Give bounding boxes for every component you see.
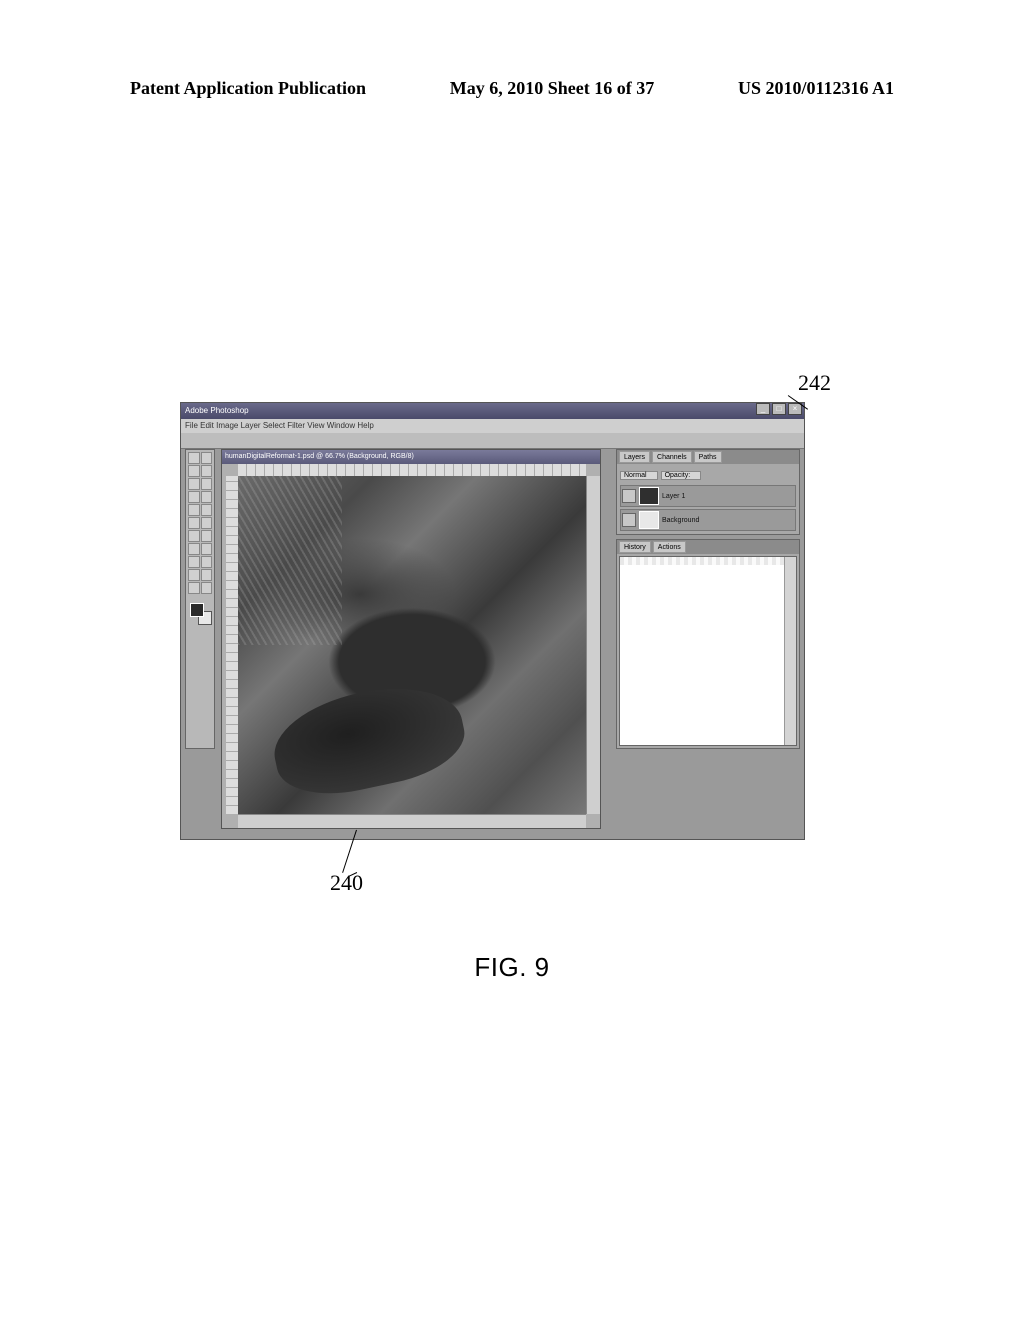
blend-mode-select[interactable]: Normal (620, 471, 658, 480)
maximize-button[interactable]: □ (772, 403, 786, 415)
tool-path[interactable] (188, 543, 200, 555)
tool-zoom[interactable] (201, 582, 213, 594)
tool-notes[interactable] (188, 569, 200, 581)
tool-heal[interactable] (188, 491, 200, 503)
tool-lasso[interactable] (188, 465, 200, 477)
layer-row[interactable]: Layer 1 (620, 485, 796, 507)
photoshop-window: Adobe Photoshop _ □ × File Edit Image La… (180, 402, 805, 840)
tool-dodge[interactable] (201, 530, 213, 542)
window-controls: _ □ × (756, 403, 804, 419)
title-bar[interactable]: Adobe Photoshop _ □ × (181, 403, 804, 419)
options-bar[interactable] (181, 433, 804, 449)
tab-history[interactable]: History (619, 541, 651, 553)
app-title: Adobe Photoshop (185, 403, 249, 419)
tool-wand[interactable] (201, 465, 213, 477)
tool-blur[interactable] (188, 530, 200, 542)
tool-shape[interactable] (201, 556, 213, 568)
tool-move[interactable] (188, 452, 200, 464)
panels-dock: Layers Channels Paths Normal Opacity: La… (616, 449, 800, 749)
document-canvas[interactable] (238, 476, 586, 814)
figure-caption: FIG. 9 (0, 952, 1024, 983)
tool-eraser[interactable] (188, 517, 200, 529)
tool-gradient[interactable] (201, 517, 213, 529)
menu-bar[interactable]: File Edit Image Layer Select Filter View… (181, 419, 804, 433)
page-header: Patent Application Publication May 6, 20… (0, 78, 1024, 99)
scrollbar-horizontal[interactable] (238, 814, 586, 828)
header-application-number: US 2010/0112316 A1 (738, 78, 894, 99)
tool-pen[interactable] (188, 556, 200, 568)
tool-crop[interactable] (188, 478, 200, 490)
opacity-field[interactable]: Opacity: (661, 471, 702, 480)
workspace: humanDigitalReformat-1.psd @ 66.7% (Back… (181, 449, 804, 839)
tool-type[interactable] (201, 543, 213, 555)
ruler-vertical (226, 476, 238, 814)
figure-screenshot: Adobe Photoshop _ □ × File Edit Image La… (180, 402, 805, 840)
history-panel: History Actions (616, 539, 800, 749)
tab-actions[interactable]: Actions (653, 541, 686, 553)
scrollbar-vertical[interactable] (784, 557, 796, 745)
tab-channels[interactable]: Channels (652, 451, 692, 463)
header-date-sheet: May 6, 2010 Sheet 16 of 37 (450, 78, 654, 99)
layers-panel: Layers Channels Paths Normal Opacity: La… (616, 449, 800, 535)
tool-slice[interactable] (201, 478, 213, 490)
layer-thumbnail (639, 487, 659, 505)
visibility-toggle-icon[interactable] (622, 513, 636, 527)
tool-marquee[interactable] (201, 452, 213, 464)
foreground-color-swatch[interactable] (190, 603, 204, 617)
document-title-bar[interactable]: humanDigitalReformat-1.psd @ 66.7% (Back… (222, 450, 600, 464)
tool-eyedrop[interactable] (201, 569, 213, 581)
document-window: humanDigitalReformat-1.psd @ 66.7% (Back… (221, 449, 601, 829)
reference-label-240: 240 (330, 870, 363, 896)
layer-row[interactable]: Background (620, 509, 796, 531)
layer-thumbnail (639, 511, 659, 529)
layer-label: Background (662, 517, 699, 524)
tool-hand[interactable] (188, 582, 200, 594)
header-publication: Patent Application Publication (130, 78, 366, 99)
tool-stamp[interactable] (188, 504, 200, 516)
tab-layers[interactable]: Layers (619, 451, 650, 463)
layer-label: Layer 1 (662, 493, 685, 500)
toolbox (185, 449, 215, 749)
reference-label-242: 242 (798, 370, 831, 396)
minimize-button[interactable]: _ (756, 403, 770, 415)
color-swatches (188, 601, 212, 627)
visibility-toggle-icon[interactable] (622, 489, 636, 503)
ruler-horizontal (238, 464, 586, 476)
tool-brush[interactable] (201, 491, 213, 503)
scrollbar-vertical[interactable] (586, 476, 600, 814)
tool-history-brush[interactable] (201, 504, 213, 516)
history-list[interactable] (619, 556, 797, 746)
tab-paths[interactable]: Paths (694, 451, 722, 463)
